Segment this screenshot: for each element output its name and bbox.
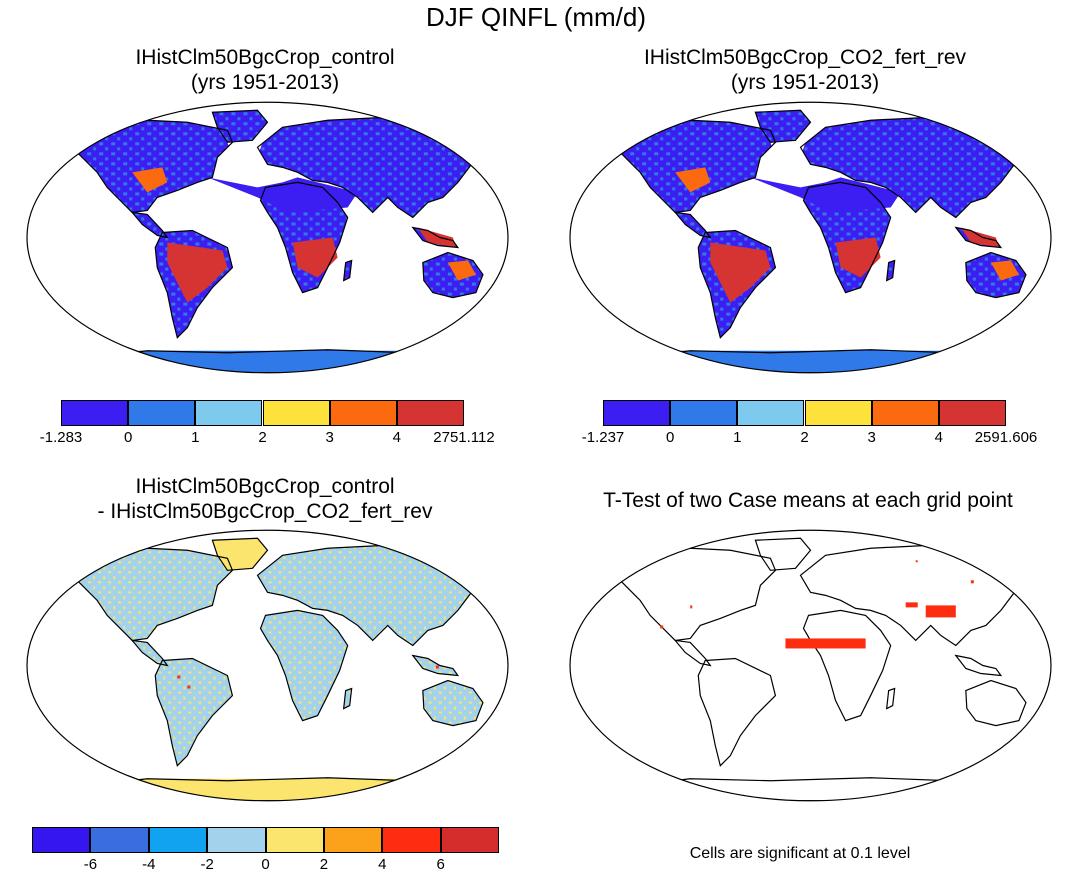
colorbar-label: 4 [378, 856, 387, 873]
colorbar-label: -1.237 [581, 429, 625, 446]
colorbar-swatch [737, 400, 805, 426]
map-panel-2 [569, 101, 1052, 374]
colorbar-swatch [148, 827, 208, 853]
panel-1-title: IHistClm50BgcCrop_control (yrs 1951-2013… [60, 45, 470, 95]
panel-2-title-line2: (yrs 1951-2013) [730, 71, 880, 94]
colorbar-label: -1.283 [39, 429, 83, 446]
colorbar-swatch [382, 827, 441, 853]
panel-3-title-line1: IHistClm50BgcCrop_control [135, 475, 395, 498]
colorbar-label: 0 [261, 856, 270, 873]
panel-1-title-line2: (yrs 1951-2013) [190, 71, 340, 94]
colorbar-swatch [90, 827, 149, 853]
panel-2-title-line1: IHistClm50BgcCrop_CO2_fert_rev [643, 46, 967, 69]
map-panel-4 [569, 529, 1052, 802]
colorbar-label: 6 [436, 856, 445, 873]
colorbar-label: 1 [733, 429, 742, 446]
figure-title: DJF QINFL (mm/d) [425, 2, 647, 32]
colorbar-label: 2751.112 [433, 429, 495, 446]
colorbar-label: -4 [142, 856, 156, 873]
colorbar-swatch [440, 827, 499, 853]
colorbar-swatch [61, 400, 129, 426]
colorbar-label: -6 [83, 856, 98, 873]
colorbar-panel-1: -1.283 0 1 2 3 4 2751.112 [40, 400, 495, 448]
colorbar-difference: -6 -4 -2 0 2 4 6 [32, 827, 499, 875]
significant-cells [925, 605, 956, 618]
panel-2-title: IHistClm50BgcCrop_CO2_fert_rev (yrs 1951… [600, 45, 1010, 95]
colorbar-swatch [207, 827, 266, 853]
colorbar-swatch [871, 400, 939, 426]
colorbar-label: 1 [191, 429, 200, 446]
colorbar-label: 2 [319, 856, 329, 873]
colorbar-swatch [262, 400, 330, 426]
colorbar-swatch [128, 400, 196, 426]
colorbar-label: 2591.606 [974, 429, 1038, 446]
colorbar-swatch [804, 400, 872, 426]
colorbar-swatch [195, 400, 263, 426]
colorbar-label: 0 [123, 429, 133, 446]
colorbar-swatch [603, 400, 671, 426]
panel-1-title-line1: IHistClm50BgcCrop_control [135, 46, 395, 69]
panel-4-title-line1: T-Test of two Case means at each grid po… [603, 489, 1013, 512]
panel-3-title: IHistClm50BgcCrop_control - IHistClm50Bg… [20, 474, 510, 524]
colorbar-label: 3 [867, 429, 876, 446]
colorbar-label: 2 [258, 429, 267, 446]
significance-note: Cells are significant at 0.1 level [689, 845, 911, 862]
map-panel-3 [26, 529, 509, 802]
colorbar-swatch [323, 827, 383, 853]
colorbar-swatch [329, 400, 397, 426]
colorbar-swatch [265, 827, 324, 853]
map-panel-1 [26, 101, 509, 374]
panel-3-title-line2: - IHistClm50BgcCrop_CO2_fert_rev [97, 500, 433, 523]
colorbar-swatch [396, 400, 464, 426]
colorbar-swatch [670, 400, 738, 426]
colorbar-swatch [32, 827, 91, 853]
colorbar-label: 2 [800, 429, 809, 446]
colorbar-label: 4 [934, 429, 943, 446]
colorbar-label: 0 [665, 429, 675, 446]
colorbar-label: 3 [325, 429, 334, 446]
panel-4-title: T-Test of two Case means at each grid po… [548, 488, 1068, 513]
colorbar-label: -2 [200, 856, 214, 873]
colorbar-label: 4 [392, 429, 401, 446]
colorbar-panel-2: -1.237 0 1 2 3 4 2591.606 [582, 400, 1037, 448]
colorbar-swatch [938, 400, 1006, 426]
